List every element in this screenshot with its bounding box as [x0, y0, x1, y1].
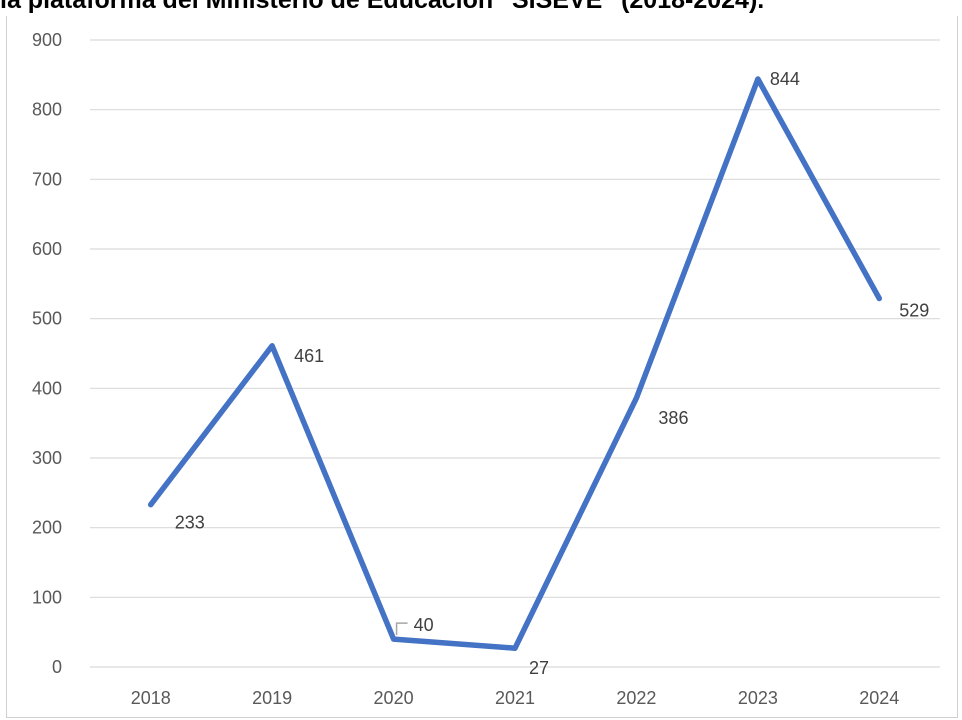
series-line	[147, 76, 883, 651]
gridlines	[90, 39, 940, 668]
x-tick-label: 2019	[252, 688, 292, 708]
x-tick-label: 2022	[616, 688, 656, 708]
x-tick-label: 2024	[859, 688, 899, 708]
y-tick-label: 300	[32, 448, 62, 468]
chart-caption: la plataforma del Ministerio de Educació…	[0, 0, 765, 14]
y-tick-label: 800	[32, 100, 62, 120]
data-labels: 233 461 40 27 386 844 529	[175, 69, 930, 678]
data-label: 233	[175, 513, 205, 533]
y-tick-label: 100	[32, 587, 62, 607]
y-axis-tick-labels: 0 100 200 300 400 500 600 700 800 900	[32, 30, 62, 677]
x-tick-label: 2018	[131, 688, 171, 708]
data-label-leader	[395, 622, 408, 636]
data-label: 529	[899, 300, 929, 320]
data-label: 27	[529, 658, 549, 678]
data-label: 461	[294, 346, 324, 366]
x-tick-label: 2020	[374, 688, 414, 708]
data-label: 844	[770, 69, 800, 89]
series-line-group	[147, 76, 883, 651]
data-label: 386	[658, 408, 688, 428]
x-tick-label: 2023	[738, 688, 778, 708]
data-label: 40	[414, 615, 434, 635]
y-tick-label: 500	[32, 309, 62, 329]
y-tick-label: 900	[32, 30, 62, 50]
y-tick-label: 200	[32, 518, 62, 538]
y-tick-label: 600	[32, 239, 62, 259]
y-tick-label: 0	[52, 657, 62, 677]
x-tick-label: 2021	[495, 688, 535, 708]
chart-frame	[6, 16, 958, 718]
y-tick-label: 400	[32, 378, 62, 398]
x-axis-tick-labels: 2018 2019 2020 2021 2022 2023 2024	[131, 688, 900, 708]
y-tick-label: 700	[32, 169, 62, 189]
